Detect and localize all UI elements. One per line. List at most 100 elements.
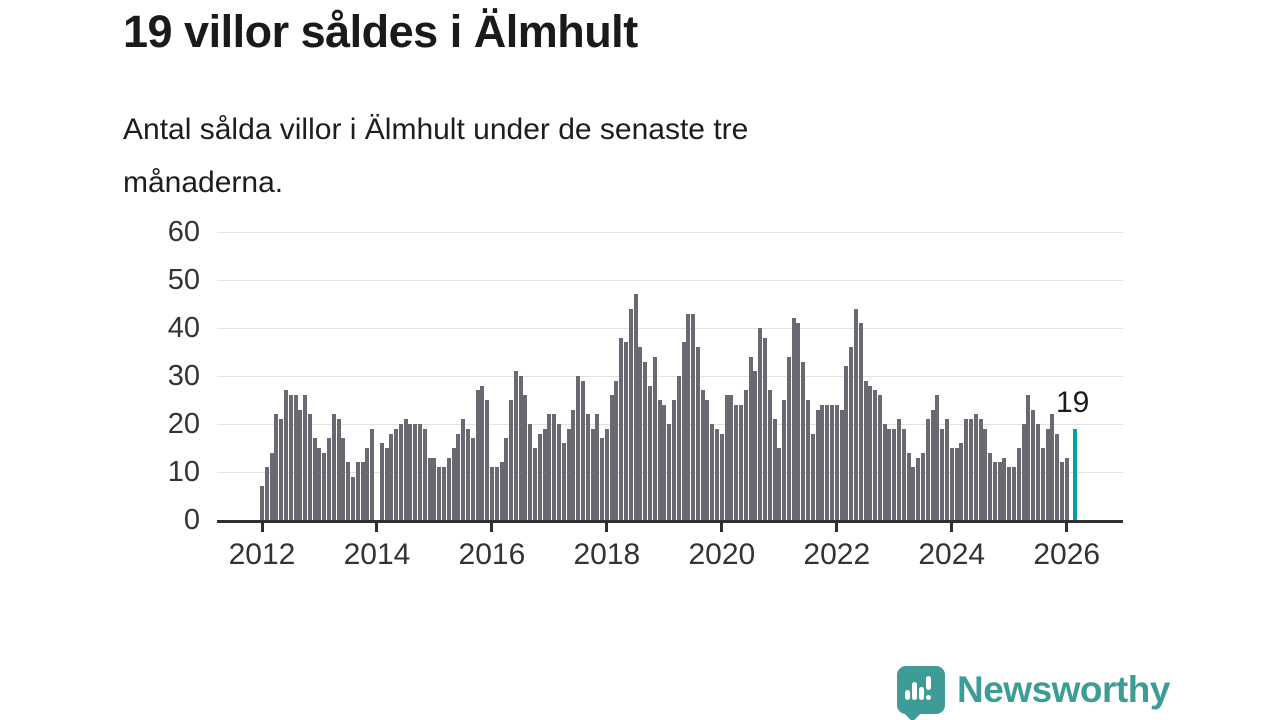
bar — [782, 400, 787, 520]
highlight-value-label: 19 — [1056, 386, 1090, 419]
bar — [825, 404, 830, 520]
bar — [418, 424, 423, 520]
bar — [494, 467, 499, 520]
bar — [509, 400, 514, 520]
bar — [767, 390, 772, 520]
bar — [743, 390, 748, 520]
bar — [518, 376, 523, 520]
bar — [973, 414, 978, 520]
bar — [331, 414, 336, 520]
bar — [705, 400, 710, 520]
bar — [925, 419, 930, 520]
y-tick-label: 60 — [167, 216, 200, 248]
bar — [652, 356, 657, 520]
bar — [1012, 467, 1017, 520]
bar — [365, 448, 370, 520]
bar — [954, 448, 959, 520]
y-tick-label: 0 — [183, 504, 200, 536]
bar — [437, 467, 442, 520]
grid-line — [217, 232, 1123, 233]
bar — [389, 433, 394, 520]
bar — [930, 409, 935, 520]
speech-bubble-tail — [903, 703, 922, 720]
bar — [379, 443, 384, 520]
bar — [537, 433, 542, 520]
bar — [614, 380, 619, 520]
bar — [638, 347, 643, 520]
bar — [408, 424, 413, 520]
bar — [451, 448, 456, 520]
x-tick — [605, 523, 609, 532]
bar — [681, 342, 686, 520]
bar — [700, 390, 705, 520]
bar — [513, 371, 518, 520]
bar — [849, 347, 854, 520]
bar — [489, 467, 494, 520]
bar — [1050, 414, 1055, 520]
bar — [307, 414, 312, 520]
bar — [834, 404, 839, 520]
bar — [691, 313, 696, 520]
bar — [260, 486, 264, 520]
bar — [298, 409, 303, 520]
grid-line — [217, 376, 1123, 377]
bar — [542, 428, 547, 520]
bar — [815, 409, 820, 520]
x-tick-label: 2018 — [573, 538, 641, 571]
bar — [997, 462, 1002, 520]
bar — [288, 395, 293, 520]
bar — [921, 452, 926, 520]
bar — [710, 424, 715, 520]
bar — [485, 400, 490, 520]
bar — [571, 409, 576, 520]
bar — [461, 419, 466, 520]
bar — [662, 404, 667, 520]
chart-subtitle: Antal sålda villor i Älmhult under de se… — [123, 103, 748, 209]
bar — [480, 385, 485, 520]
bar — [1064, 457, 1069, 520]
x-tick-label: 2024 — [918, 538, 986, 571]
bar — [786, 356, 791, 520]
bar — [336, 419, 341, 520]
bar — [360, 462, 365, 520]
logo-chart-bar — [919, 687, 924, 700]
bar — [839, 409, 844, 520]
newsworthy-logo: Newsworthy — [897, 665, 1170, 720]
bar — [609, 395, 614, 520]
x-tick-label: 2026 — [1033, 538, 1101, 571]
bar — [868, 385, 873, 520]
bar — [624, 342, 629, 520]
bar — [274, 414, 279, 520]
bar — [863, 380, 868, 520]
bar — [940, 428, 945, 520]
bar — [504, 438, 509, 520]
x-tick — [375, 523, 379, 532]
bar — [1055, 433, 1060, 520]
bar — [470, 438, 475, 520]
bar — [988, 452, 993, 520]
bar — [882, 424, 887, 520]
bar — [427, 457, 432, 520]
bar — [964, 419, 969, 520]
bar — [370, 428, 375, 520]
bar — [1031, 409, 1036, 520]
bar — [753, 371, 758, 520]
bar — [830, 404, 834, 520]
logo-chart-bar — [905, 690, 910, 700]
bar — [983, 428, 988, 520]
bar — [944, 419, 949, 520]
bar — [719, 433, 724, 520]
bar — [657, 400, 662, 520]
bar — [576, 376, 581, 520]
bar — [633, 294, 638, 520]
bar — [1026, 395, 1031, 520]
bar — [676, 376, 681, 520]
bar — [968, 419, 973, 520]
bar — [897, 419, 902, 520]
bar — [949, 448, 954, 520]
y-tick-label: 20 — [167, 408, 200, 440]
bar — [806, 400, 811, 520]
bar — [959, 443, 964, 520]
bar — [269, 452, 274, 520]
